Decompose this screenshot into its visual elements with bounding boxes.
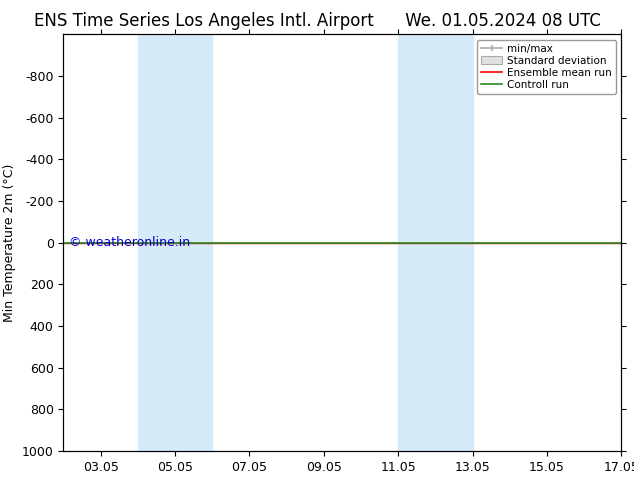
Text: © weatheronline.in: © weatheronline.in [69, 236, 190, 249]
Legend: min/max, Standard deviation, Ensemble mean run, Controll run: min/max, Standard deviation, Ensemble me… [477, 40, 616, 94]
Bar [138, 34, 212, 451]
Text: ENS Time Series Los Angeles Intl. Airport      We. 01.05.2024 08 UTC: ENS Time Series Los Angeles Intl. Airpor… [34, 12, 600, 30]
Y-axis label: Min Temperature 2m (°C): Min Temperature 2m (°C) [3, 163, 16, 322]
Bar [398, 34, 472, 451]
